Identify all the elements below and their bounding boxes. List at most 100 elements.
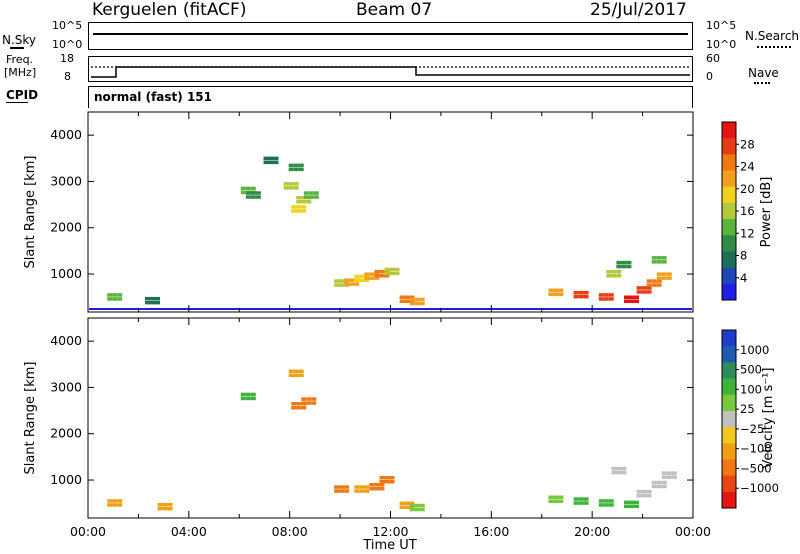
power-cell [379, 274, 385, 278]
velocity-cell [293, 373, 299, 378]
power-cell [303, 195, 309, 199]
power-panel: 1000 2000 3000 4000 [50, 111, 694, 313]
velocity-cell [117, 499, 123, 503]
power-colorbar: 4 8 12 16 20 24 28 [721, 121, 755, 301]
velocity-cell [107, 499, 113, 503]
power-cell [155, 296, 160, 301]
power-cell [656, 283, 662, 287]
power-cell [293, 186, 299, 190]
velocity-cell [661, 484, 667, 489]
velocity-cell [301, 406, 307, 410]
power-cell [273, 156, 279, 161]
velocity-cell [291, 402, 297, 406]
nave-legend-line [754, 82, 770, 84]
velocity-cell [666, 475, 672, 479]
x-axis-label: Time UT [362, 538, 416, 553]
cpid-value: normal (fast) 151 [94, 90, 212, 104]
power-colorbar-segment [722, 138, 736, 155]
power-cell [629, 295, 634, 299]
nsearch-ymax: 10^5 [706, 19, 737, 32]
power-cell [303, 191, 309, 195]
power-cell [624, 295, 629, 299]
power-colorbar-segment [722, 235, 736, 252]
power-cell [145, 296, 150, 301]
velocity-cell [359, 485, 365, 489]
power-cell [150, 300, 155, 305]
freq-trace [91, 66, 690, 78]
power-cell [634, 299, 639, 303]
power-cell [107, 293, 113, 297]
power-cell [374, 270, 380, 274]
x-tick-label: 00:00 [675, 524, 711, 539]
x-tick-label: 20:00 [574, 524, 610, 539]
velocity-cell [414, 507, 420, 512]
power-cell [606, 274, 612, 278]
velocity-cell [616, 466, 622, 471]
power-cell [250, 191, 256, 195]
power-cell [611, 274, 617, 278]
velocity-cell [306, 397, 312, 401]
power-cell [291, 205, 297, 209]
power-colorbar-segment [722, 186, 736, 204]
velocity-cell [611, 466, 617, 471]
power-cells [107, 156, 672, 306]
power-cell [598, 297, 604, 301]
velocity-cell [288, 373, 294, 378]
velocity-cell [354, 485, 360, 489]
power-cell [364, 272, 370, 276]
velocity-colorbar-frame [721, 329, 737, 509]
power-cell [404, 299, 410, 303]
power-cell [641, 286, 647, 290]
power-colorbar-segment [722, 283, 736, 301]
power-cell [374, 276, 380, 280]
radar-title: Kerguelen (fitACF) [92, 0, 247, 20]
power-cell [573, 290, 579, 295]
power-cell [354, 278, 360, 283]
date-title: 25/Jul/2017 [590, 0, 687, 20]
velocity-cell [414, 503, 420, 508]
cpid-legend-line [6, 102, 28, 103]
power-cell [548, 292, 554, 297]
power-cell [308, 195, 314, 199]
power-cell [656, 276, 662, 280]
power-cell [651, 260, 657, 264]
power-cell [145, 300, 150, 305]
power-cell [245, 191, 251, 195]
velocity-cell [603, 503, 609, 507]
power-cell [117, 297, 123, 301]
power-cell [399, 295, 405, 299]
power-cell [641, 290, 647, 294]
power-cell [296, 196, 302, 200]
power-cell [349, 278, 355, 282]
velocity-colorbar-segment [722, 346, 736, 363]
power-cell [288, 167, 294, 172]
power-cell [661, 260, 667, 264]
nsky-ymax: 10^5 [52, 19, 83, 32]
velocity-colorbar-tick-label: 25 [740, 402, 755, 416]
velocity-cell [578, 501, 584, 505]
power-ytick-label: 2000 [50, 220, 82, 235]
power-cell [611, 270, 617, 274]
power-cell [263, 156, 269, 161]
velocity-cell [603, 499, 609, 503]
power-cell [656, 256, 662, 260]
velocity-colorbar-tick-label: 1000 [740, 343, 769, 357]
power-cell [578, 294, 584, 299]
velocity-cell [359, 489, 365, 493]
power-cell [626, 260, 632, 265]
velocity-ytick-label: 4000 [50, 333, 82, 348]
power-cell [646, 283, 652, 287]
power-cell [301, 200, 307, 204]
velocity-cell [379, 476, 385, 480]
velocity-colorbar-segment [722, 459, 736, 477]
velocity-colorbar-tick-label: 100 [740, 382, 762, 396]
velocity-cell [291, 406, 297, 410]
power-cell [651, 279, 657, 283]
power-cell [399, 299, 405, 303]
power-cell [394, 271, 400, 276]
power-cell [621, 264, 627, 269]
power-cell [150, 296, 155, 301]
power-cell [666, 276, 672, 280]
power-cell [334, 279, 340, 283]
velocity-cell [107, 503, 113, 507]
